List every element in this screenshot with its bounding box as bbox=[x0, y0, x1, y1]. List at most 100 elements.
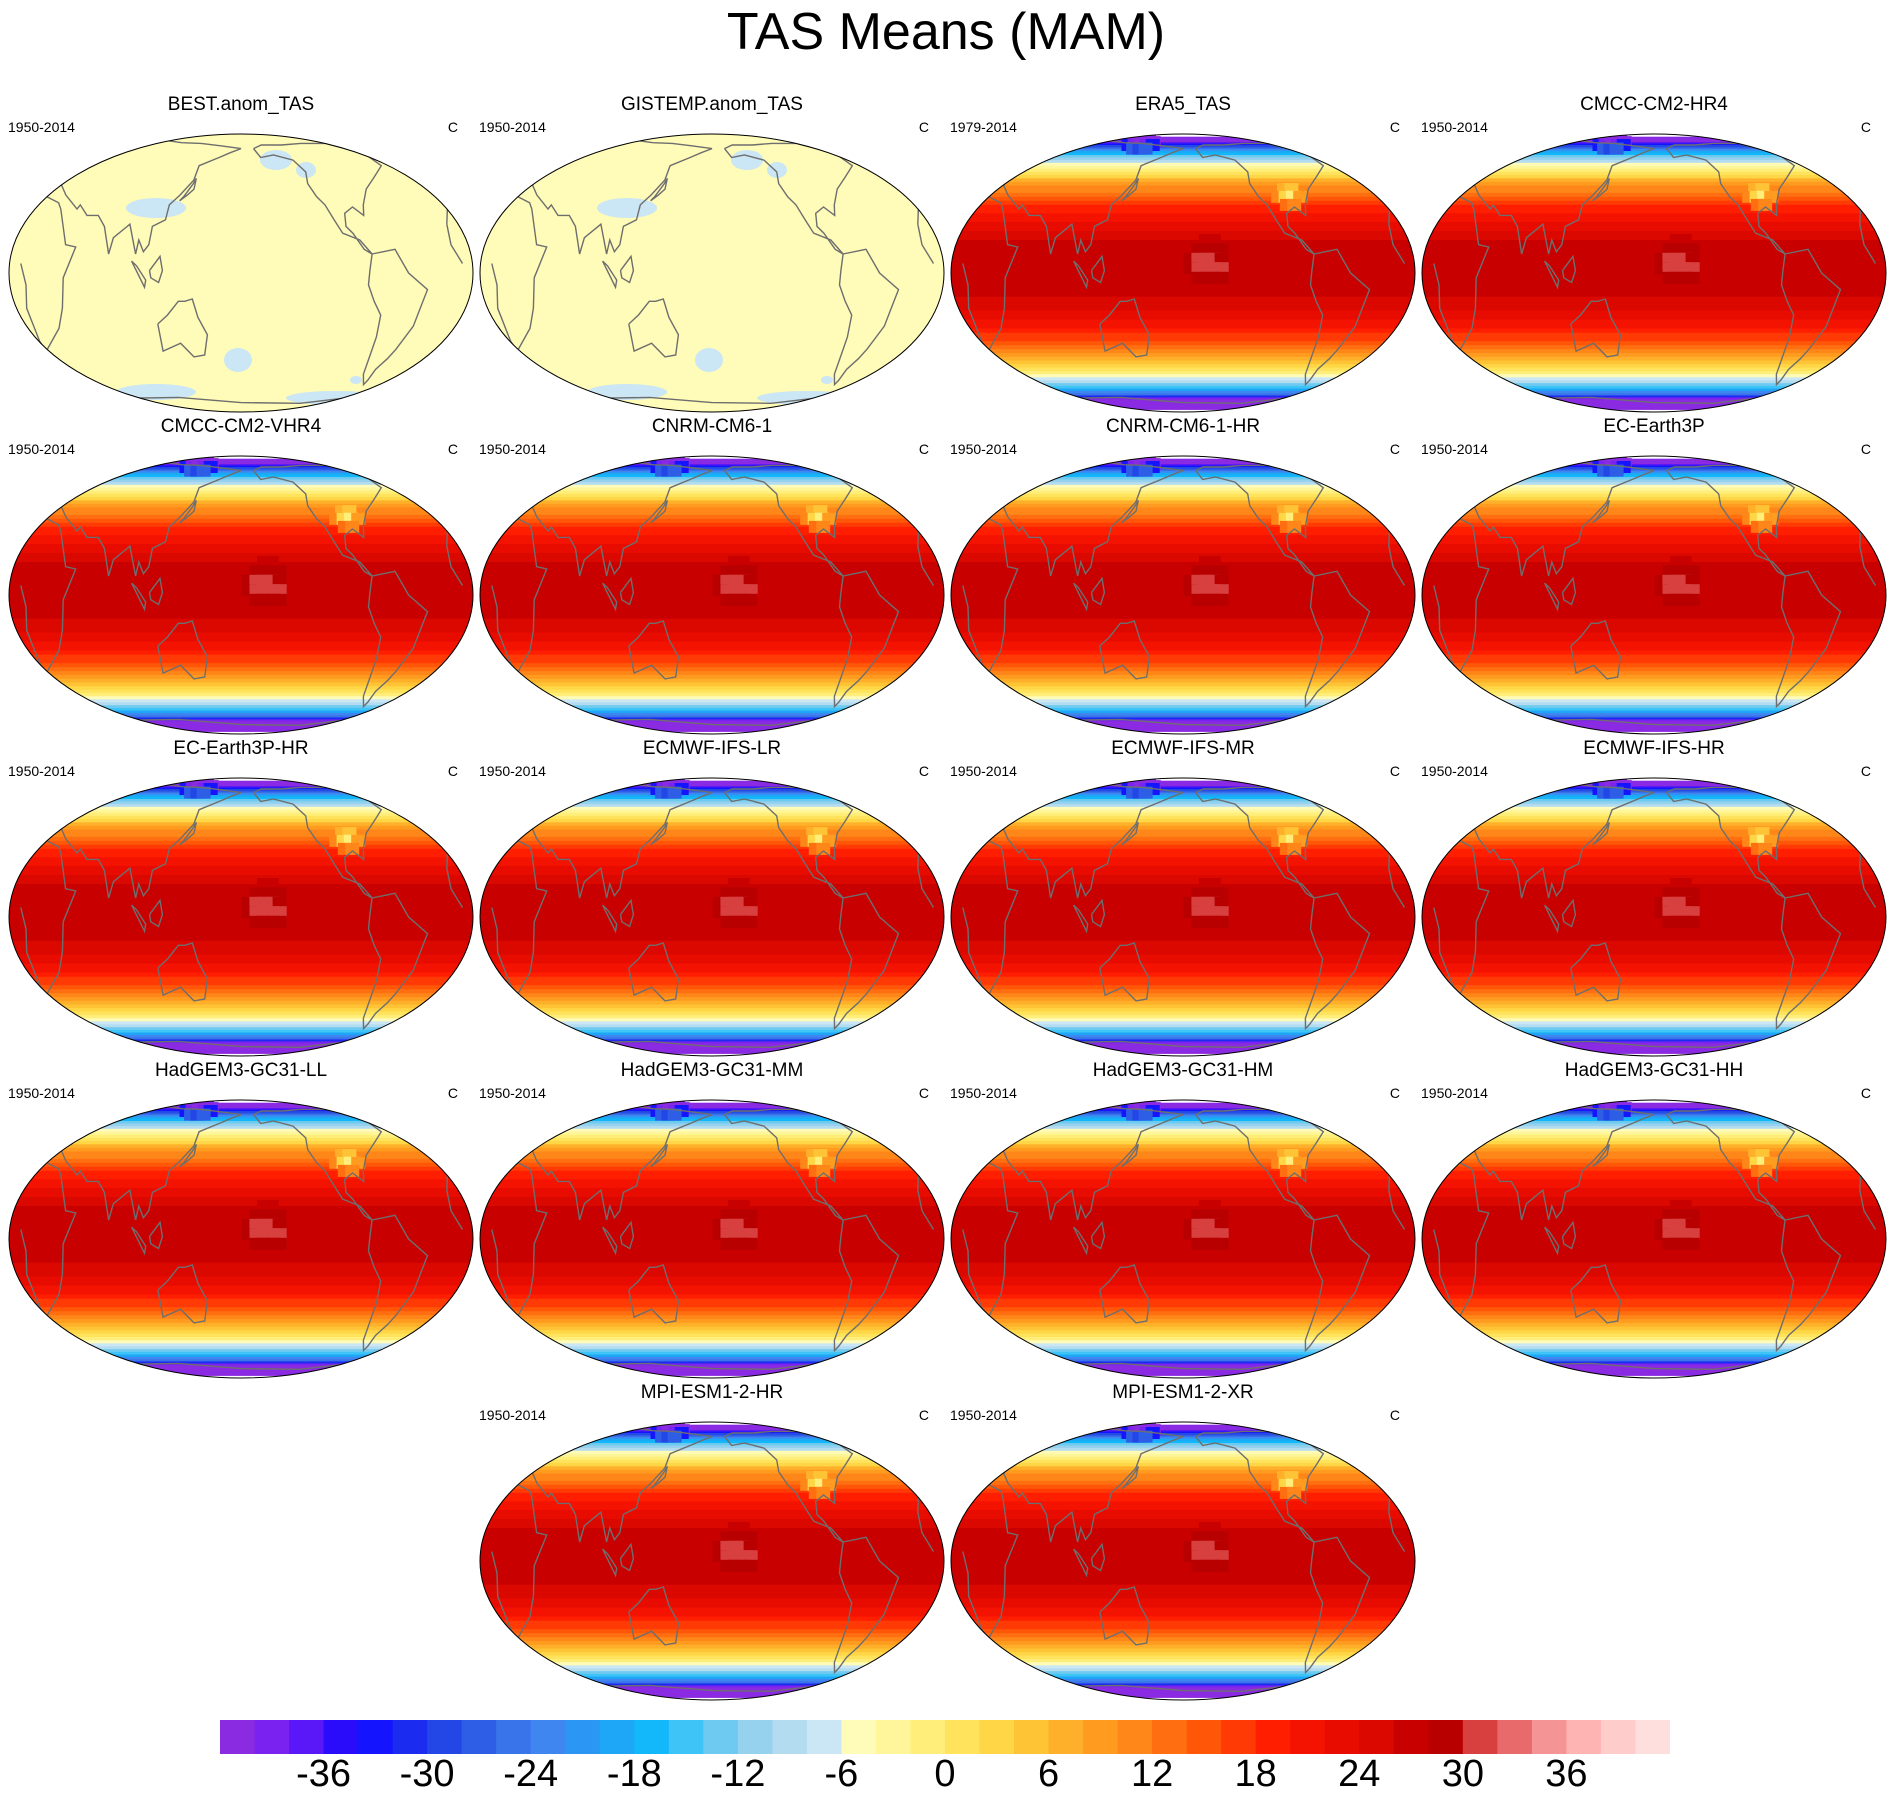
temperature-cell bbox=[1670, 252, 1685, 265]
temperature-band bbox=[1422, 1311, 1886, 1316]
temperature-band bbox=[9, 959, 473, 965]
temperature-band bbox=[1422, 562, 1886, 568]
temperature-band bbox=[951, 1607, 1415, 1613]
temperature-band bbox=[1422, 884, 1886, 890]
temperature-band bbox=[480, 1354, 944, 1358]
temperature-band bbox=[1422, 388, 1886, 392]
temperature-band bbox=[951, 1448, 1415, 1452]
temperature-band bbox=[951, 319, 1415, 325]
temperature-cell bbox=[1214, 1228, 1229, 1241]
panel-period: 1950-2014 bbox=[8, 119, 75, 135]
temperature-cell bbox=[743, 887, 758, 900]
temperature-band bbox=[1422, 1346, 1886, 1350]
temperature-band bbox=[9, 893, 473, 899]
temperature-band bbox=[9, 809, 473, 814]
temperature-band bbox=[480, 1501, 944, 1507]
temperature-band bbox=[951, 721, 1415, 724]
temperature-band bbox=[9, 462, 473, 465]
coastline bbox=[157, 620, 209, 680]
temperature-band bbox=[1422, 822, 1886, 827]
temperature-band bbox=[480, 1373, 944, 1375]
coastline bbox=[1121, 178, 1139, 202]
temperature-band bbox=[1422, 1330, 1886, 1335]
colorbar-tick-label: -36 bbox=[296, 1753, 352, 1795]
temperature-band bbox=[951, 1315, 1415, 1320]
temperature-band bbox=[951, 1528, 1415, 1534]
temperature-band bbox=[9, 980, 473, 986]
temperature-band bbox=[480, 853, 944, 858]
temperature-band bbox=[951, 142, 1415, 145]
temperature-band bbox=[951, 1051, 1415, 1053]
temperature-band bbox=[951, 829, 1415, 834]
temperature-band bbox=[1422, 782, 1886, 785]
temperature-band bbox=[480, 809, 944, 814]
temperature-band bbox=[9, 972, 473, 978]
temperature-band bbox=[951, 1118, 1415, 1122]
temperature-band bbox=[951, 783, 1415, 786]
temperature-band bbox=[480, 474, 944, 478]
temperature-band bbox=[9, 870, 473, 876]
temperature-band bbox=[951, 1477, 1415, 1482]
temperature-band bbox=[1422, 786, 1886, 789]
temperature-band bbox=[951, 727, 1415, 729]
temperature-band bbox=[951, 840, 1415, 846]
temperature-band bbox=[480, 1027, 944, 1031]
temperature-band bbox=[951, 1285, 1415, 1291]
temperature-band bbox=[9, 470, 473, 474]
temperature-band bbox=[951, 836, 1415, 842]
temperature-band bbox=[480, 1691, 944, 1694]
temperature-band bbox=[951, 1518, 1415, 1525]
temperature-band bbox=[9, 1206, 473, 1212]
temperature-band bbox=[480, 857, 944, 863]
temperature-band bbox=[480, 1662, 944, 1666]
panel-title: MPI-ESM1-2-HR bbox=[640, 1382, 784, 1403]
temperature-band bbox=[9, 1210, 473, 1216]
temperature-band bbox=[9, 1147, 473, 1153]
temperature-band bbox=[951, 460, 1415, 463]
temperature-band bbox=[951, 409, 1415, 410]
temperature-band bbox=[1422, 1051, 1886, 1053]
colorbar-segment bbox=[1566, 1720, 1602, 1754]
temperature-band bbox=[1422, 493, 1886, 498]
temperature-band bbox=[951, 1695, 1415, 1697]
temperature-band bbox=[480, 1046, 944, 1049]
temperature-band bbox=[1422, 844, 1886, 850]
panel-period: 1950-2014 bbox=[1421, 763, 1488, 779]
temperature-band bbox=[480, 692, 944, 697]
temperature-band bbox=[480, 1551, 944, 1557]
temperature-band bbox=[9, 712, 473, 716]
panel-units: C bbox=[447, 763, 458, 779]
temperature-band bbox=[480, 1443, 944, 1447]
temperature-band bbox=[951, 249, 1415, 255]
temperature-band bbox=[951, 1294, 1415, 1300]
temperature-band bbox=[480, 898, 944, 904]
temperature-band bbox=[951, 1229, 1415, 1235]
temperature-cell bbox=[816, 1486, 831, 1499]
temperature-band bbox=[951, 192, 1415, 198]
temperature-band bbox=[1422, 490, 1886, 495]
temperature-band bbox=[480, 1694, 944, 1696]
temperature-band bbox=[951, 157, 1415, 161]
temperature-band bbox=[951, 1014, 1415, 1019]
temperature-band bbox=[951, 139, 1415, 142]
temperature-band bbox=[1422, 479, 1886, 483]
temperature-band bbox=[951, 1532, 1415, 1538]
temperature-band bbox=[951, 725, 1415, 728]
temperature-cell bbox=[1685, 593, 1700, 606]
temperature-band bbox=[1422, 1128, 1886, 1133]
temperature-band bbox=[9, 654, 473, 660]
temperature-band bbox=[1422, 305, 1886, 312]
temperature-band bbox=[1422, 650, 1886, 656]
temperature-cell bbox=[272, 887, 287, 900]
temperature-band bbox=[1422, 949, 1886, 956]
coastline bbox=[179, 500, 197, 524]
temperature-band bbox=[951, 1114, 1415, 1118]
temperature-band bbox=[480, 888, 944, 894]
temperature-band bbox=[951, 682, 1415, 687]
anomaly-cool-patch bbox=[224, 348, 252, 372]
temperature-band bbox=[9, 1179, 473, 1185]
temperature-band bbox=[951, 1431, 1415, 1434]
temperature-band bbox=[9, 1170, 473, 1176]
temperature-band bbox=[9, 1043, 473, 1046]
temperature-band bbox=[9, 1220, 473, 1226]
